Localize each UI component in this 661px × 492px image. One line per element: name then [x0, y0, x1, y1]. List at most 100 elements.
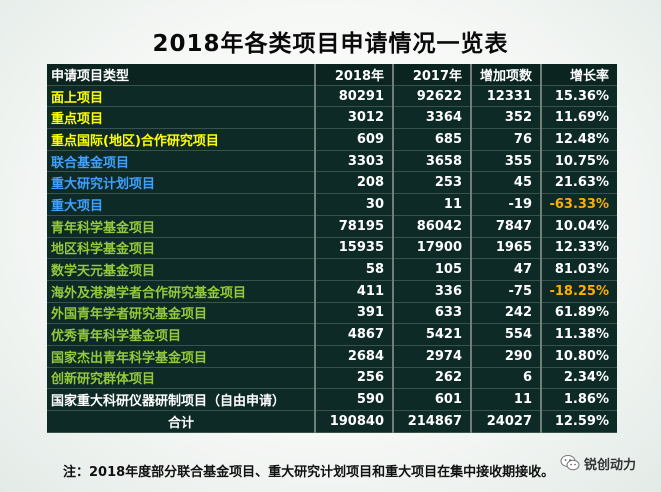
- cell-growth-rate: 10.75%: [541, 150, 617, 173]
- table-row: 重大项目 30 11 -19 -63.33%: [47, 193, 617, 216]
- cell-growth-rate: -18.25%: [541, 280, 617, 303]
- cell-type: 面上项目: [47, 85, 316, 108]
- cell-total-value-2017: 214867: [393, 410, 472, 433]
- cell-type: 重大研究计划项目: [47, 171, 316, 195]
- cell-type: 创新研究群体项目: [47, 367, 316, 390]
- table-row: 重点项目 3012 3364 352 11.69%: [47, 106, 617, 130]
- cell-increase: 554: [471, 323, 542, 346]
- cell-value-2017: 601: [393, 388, 472, 411]
- cell-growth-rate: 12.48%: [541, 128, 617, 151]
- header-type: 申请项目类型: [47, 64, 316, 86]
- applications-table: 申请项目类型 2018年 2017年 增加项数 增长率 面上项目 80291 926…: [47, 64, 617, 433]
- header-2017: 2017年: [393, 64, 472, 86]
- cell-type: 国家重大科研仪器研制项目（自由申请）: [47, 388, 316, 411]
- cell-value-2017: 253: [393, 171, 472, 195]
- cell-total-increase: 24027: [471, 410, 542, 433]
- table-row: 数学天元基金项目 58 105 47 81.03%: [47, 258, 617, 281]
- table-row: 国家重大科研仪器研制项目（自由申请） 590 601 11 1.86%: [47, 388, 617, 411]
- cell-value-2018: 411: [315, 280, 394, 303]
- table-row: 面上项目 80291 92622 12331 15.36%: [47, 85, 617, 108]
- header-increase: 增加项数: [471, 64, 542, 86]
- table-row: 海外及港澳学者合作研究基金项目 411 336 -75 -18.25%: [47, 280, 617, 303]
- table-row: 联合基金项目 3303 3658 355 10.75%: [47, 150, 617, 173]
- cell-total-label: 合计: [47, 410, 316, 433]
- cell-total-growth-rate: 12.59%: [541, 410, 617, 433]
- cell-increase: 47: [471, 258, 542, 281]
- cell-value-2017: 5421: [393, 323, 472, 346]
- cell-value-2017: 105: [393, 258, 472, 281]
- cell-growth-rate: 81.03%: [541, 258, 617, 281]
- cell-value-2018: 58: [315, 258, 394, 281]
- cell-type: 重点国际(地区)合作研究项目: [47, 128, 316, 151]
- cell-value-2017: 2974: [393, 345, 472, 368]
- cell-value-2018: 30: [315, 193, 394, 216]
- cell-total-value-2018: 190840: [315, 410, 394, 433]
- cell-increase: -19: [471, 193, 542, 216]
- cell-value-2018: 2684: [315, 345, 394, 368]
- cell-value-2018: 609: [315, 128, 394, 151]
- cell-type: 青年科学基金项目: [47, 215, 316, 238]
- header-growth-rate: 增长率: [541, 64, 617, 86]
- watermark-text: 锐创动力: [584, 457, 637, 473]
- cell-value-2017: 86042: [393, 215, 472, 238]
- cell-value-2018: 208: [315, 171, 394, 195]
- cell-increase: 7847: [471, 215, 542, 238]
- table-row: 重点国际(地区)合作研究项目 609 685 76 12.48%: [47, 128, 617, 151]
- cell-type: 国家杰出青年科学基金项目: [47, 345, 316, 368]
- table-row: 国家杰出青年科学基金项目 2684 2974 290 10.80%: [47, 345, 617, 368]
- cell-type: 数学天元基金项目: [47, 258, 316, 281]
- cell-value-2018: 78195: [315, 215, 394, 238]
- cell-value-2018: 4867: [315, 323, 394, 346]
- cell-value-2018: 15935: [315, 237, 394, 260]
- cell-value-2018: 80291: [315, 85, 394, 108]
- cell-type: 重大项目: [47, 193, 316, 216]
- cell-increase: 12331: [471, 85, 542, 108]
- cell-value-2017: 11: [393, 193, 472, 216]
- cell-increase: 355: [471, 150, 542, 173]
- table-row: 青年科学基金项目 78195 86042 7847 10.04%: [47, 215, 617, 238]
- cell-growth-rate: 21.63%: [541, 171, 617, 195]
- cell-value-2017: 633: [393, 302, 472, 325]
- cell-type: 海外及港澳学者合作研究基金项目: [47, 280, 316, 303]
- cell-growth-rate: 61.89%: [541, 302, 617, 325]
- cell-growth-rate: 2.34%: [541, 367, 617, 390]
- cell-increase: 352: [471, 106, 542, 130]
- table-row: 重大研究计划项目 208 253 45 21.63%: [47, 171, 617, 195]
- cell-increase: 45: [471, 171, 542, 195]
- table-total-row: 合计 190840 214867 24027 12.59%: [47, 410, 617, 433]
- cell-type: 联合基金项目: [47, 150, 316, 173]
- wechat-icon: [560, 455, 580, 471]
- cell-value-2017: 262: [393, 367, 472, 390]
- cell-value-2017: 3658: [393, 150, 472, 173]
- cell-type: 地区科学基金项目: [47, 237, 316, 260]
- cell-growth-rate: 10.80%: [541, 345, 617, 368]
- table-row: 地区科学基金项目 15935 17900 1965 12.33%: [47, 237, 617, 260]
- cell-value-2017: 92622: [393, 85, 472, 108]
- cell-value-2018: 3303: [315, 150, 394, 173]
- footnote: 注：2018年度部分联合基金项目、重大研究计划项目和重大项目在集中接收期接收。: [63, 465, 555, 480]
- cell-increase: 6: [471, 367, 542, 390]
- cell-growth-rate: 12.33%: [541, 237, 617, 260]
- cell-value-2018: 256: [315, 367, 394, 390]
- table-row: 创新研究群体项目 256 262 6 2.34%: [47, 367, 617, 390]
- table-header-row: 申请项目类型 2018年 2017年 增加项数 增长率: [47, 64, 617, 86]
- cell-growth-rate: 11.69%: [541, 106, 617, 130]
- cell-increase: 76: [471, 128, 542, 151]
- cell-value-2017: 685: [393, 128, 472, 151]
- cell-value-2018: 3012: [315, 106, 394, 130]
- cell-growth-rate: 11.38%: [541, 323, 617, 346]
- cell-growth-rate: 1.86%: [541, 388, 617, 411]
- cell-type: 优秀青年科学基金项目: [47, 323, 316, 346]
- cell-increase: -75: [471, 280, 542, 303]
- cell-increase: 1965: [471, 237, 542, 260]
- cell-value-2018: 590: [315, 388, 394, 411]
- cell-type: 外国青年学者研究基金项目: [47, 302, 316, 325]
- header-2018: 2018年: [315, 64, 394, 86]
- cell-increase: 242: [471, 302, 542, 325]
- page-title: 2018年各类项目申请情况一览表: [152, 31, 509, 57]
- table-row: 外国青年学者研究基金项目 391 633 242 61.89%: [47, 302, 617, 325]
- cell-value-2017: 3364: [393, 106, 472, 130]
- cell-growth-rate: -63.33%: [541, 193, 617, 216]
- cell-type: 重点项目: [47, 106, 316, 130]
- watermark: 锐创动力: [560, 452, 660, 474]
